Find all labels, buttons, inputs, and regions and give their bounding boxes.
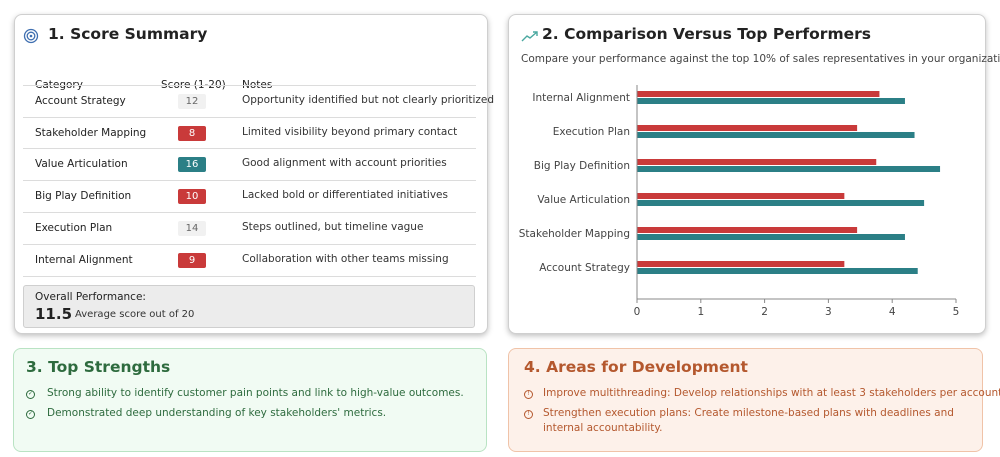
table-row: Internal Alignment 9 Collaboration with ot… [23,244,476,277]
comparison-card: 2. Comparison Versus Top Performers Comp… [508,14,1000,334]
category-label: Big Play Definition [534,160,630,172]
row-category: Big Play Definition [35,190,132,202]
x-tick-label: 5 [953,306,960,318]
bar-series-2 [637,268,918,274]
x-tick-label: 2 [761,306,768,318]
score-summary-card: 1. Score Summary Category Score (1-20) N… [14,14,494,334]
bar-series-2 [637,234,905,240]
bar-series-2 [637,166,941,172]
score-summary-title: 1. Score Summary [48,25,208,43]
trend-line-icon [521,31,538,42]
row-category: Value Articulation [35,158,128,170]
row-note: Lacked bold or differentiated initiative… [242,189,448,201]
strength-item: Demonstrated deep understanding of key s… [47,407,387,419]
row-category: Stakeholder Mapping [35,127,147,139]
row-category: Execution Plan [35,222,113,234]
strength-item: Strong ability to identify customer pain… [47,387,464,399]
row-score-badge: 12 [178,94,206,109]
row-score-badge: 8 [178,126,206,141]
bar-series-2 [637,132,915,138]
table-row: Stakeholder Mapping 8 Limited visibility b… [23,117,476,150]
row-score-badge: 16 [178,157,206,172]
category-label: Value Articulation [537,194,630,206]
target-icon [23,28,39,44]
row-note: Limited visibility beyond primary contac… [242,126,458,138]
comparison-chart: Internal Alignment Execution Plan Big Play… [519,85,960,318]
category-label: Internal Alignment [532,92,630,104]
comparison-subtitle: Compare your performance against the top… [521,53,1000,65]
row-score-badge: 10 [178,189,206,204]
overall-caption: Average score out of 20 [75,309,195,320]
overall-value: 11.5 [35,305,73,323]
row-note: Steps outlined, but timeline vague [242,221,424,233]
overall-performance: Overall Performance: 11.5 Average score … [23,285,475,328]
check-circle-icon: ✓ [26,390,35,399]
table-row: Value Articulation 16 Good alignment with … [23,148,476,181]
row-note: Collaboration with other teams missing [242,253,449,265]
table-row: Account Strategy 12 Opportunity identified… [23,85,494,118]
x-tick-label: 3 [825,306,832,318]
table-row: Execution Plan 14 Steps outlined, but time… [23,212,476,245]
x-tick-label: 0 [634,306,641,318]
areas-for-development-card: 4. Areas for Development ! Improve multit… [508,348,1000,452]
strengths-title: 3. Top Strengths [26,358,171,376]
table-bottom-border [23,276,476,277]
alert-circle-icon: ! [524,390,533,399]
x-tick-label: 1 [697,306,704,318]
x-tick-label: 4 [889,306,896,318]
bar-series-2 [637,98,905,104]
check-circle-icon: ✓ [26,410,35,419]
bar-series-2 [637,200,925,206]
bar-series-1 [637,261,845,267]
development-item-line: Strengthen execution plans: Create miles… [543,407,954,419]
alert-circle-icon: ! [524,410,533,419]
top-strengths-card: 3. Top Strengths ✓ Strong ability to iden… [13,348,487,452]
row-category: Internal Alignment [35,254,133,266]
bar-series-1 [637,193,845,199]
category-label: Stakeholder Mapping [519,228,630,240]
bar-series-1 [637,125,858,131]
row-note: Opportunity identified but not clearly p… [242,94,495,106]
bar-series-1 [637,227,858,233]
bar-series-1 [637,159,877,165]
bar-series-1 [637,91,880,97]
table-row: Big Play Definition 10 Lacked bold or diff… [23,180,476,213]
category-label: Account Strategy [539,262,630,274]
row-note: Good alignment with account priorities [242,157,447,169]
development-item-line: internal accountability. [543,422,663,434]
row-score-badge: 9 [178,253,206,268]
development-title: 4. Areas for Development [524,358,748,376]
category-label: Execution Plan [553,126,630,138]
row-score-badge: 14 [178,221,206,236]
row-category: Account Strategy [35,95,126,107]
comparison-title: 2. Comparison Versus Top Performers [542,25,871,43]
development-item-line: Improve multithreading: Develop relation… [543,387,1000,399]
overall-label: Overall Performance: [35,291,146,303]
